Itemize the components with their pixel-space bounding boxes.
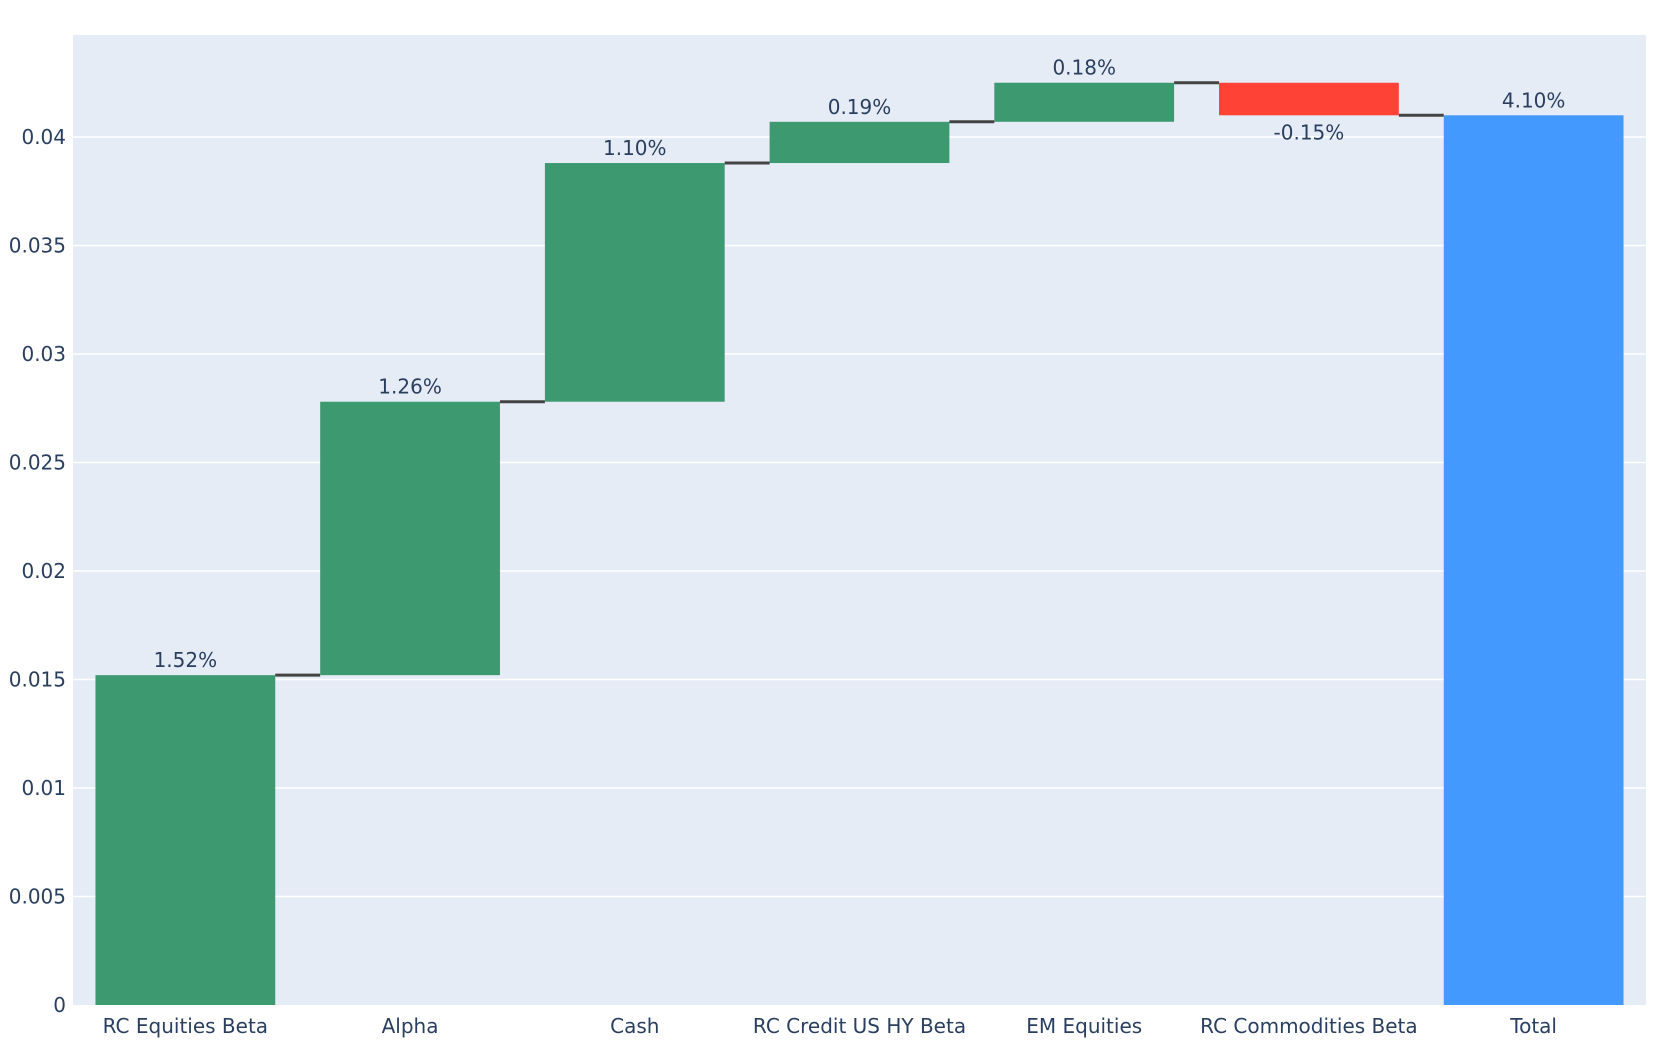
y-tick-label: 0.015 xyxy=(9,667,66,691)
x-tick-label: Total xyxy=(1509,1014,1557,1038)
y-tick-label: 0.01 xyxy=(21,776,66,800)
bar-alpha xyxy=(320,401,500,676)
x-tick-label: RC Equities Beta xyxy=(103,1014,268,1038)
connectors xyxy=(275,81,1444,677)
x-tick-label: RC Credit US HY Beta xyxy=(753,1014,966,1038)
y-tick-label: 0 xyxy=(53,993,66,1017)
y-axis-ticks: 0 0.005 0.01 0.015 0.02 0.025 0.03 0.035 0.04 xyxy=(9,125,66,1017)
y-tick-label: 0.025 xyxy=(9,450,66,474)
bar-em-equities xyxy=(994,82,1175,122)
x-tick-label: Alpha xyxy=(382,1014,439,1038)
y-tick-label: 0.02 xyxy=(21,559,66,583)
bar-cash xyxy=(544,163,725,402)
data-label: 1.52% xyxy=(154,648,218,672)
data-label: 1.10% xyxy=(603,136,667,160)
y-tick-label: 0.03 xyxy=(21,342,66,366)
data-label: 1.26% xyxy=(378,375,442,399)
plot-area xyxy=(73,35,1646,1005)
bar-rc-commodities-beta xyxy=(1219,82,1399,116)
data-label: 4.10% xyxy=(1502,88,1566,112)
y-tick-label: 0.035 xyxy=(9,233,66,257)
x-axis-ticks: RC Equities Beta Alpha Cash RC Credit US HY… xyxy=(103,1014,1557,1038)
y-tick-label: 0.005 xyxy=(9,884,66,908)
bars xyxy=(95,82,1624,1005)
x-tick-label: EM Equities xyxy=(1026,1014,1142,1038)
data-labels: 1.52% 1.26% 1.10% 0.19% 0.18% -0.15% 4.10% xyxy=(154,56,1566,672)
bar-rc-equities-beta xyxy=(95,675,276,1005)
x-tick-label: Cash xyxy=(610,1014,659,1038)
data-label: -0.15% xyxy=(1274,120,1345,144)
bar-total xyxy=(1443,115,1624,1005)
data-label: 0.19% xyxy=(828,95,892,119)
data-label: 0.18% xyxy=(1052,56,1116,80)
x-tick-label: RC Commodities Beta xyxy=(1200,1014,1417,1038)
y-tick-label: 0.04 xyxy=(21,125,66,149)
bar-rc-credit-us-hy-beta xyxy=(769,121,950,164)
